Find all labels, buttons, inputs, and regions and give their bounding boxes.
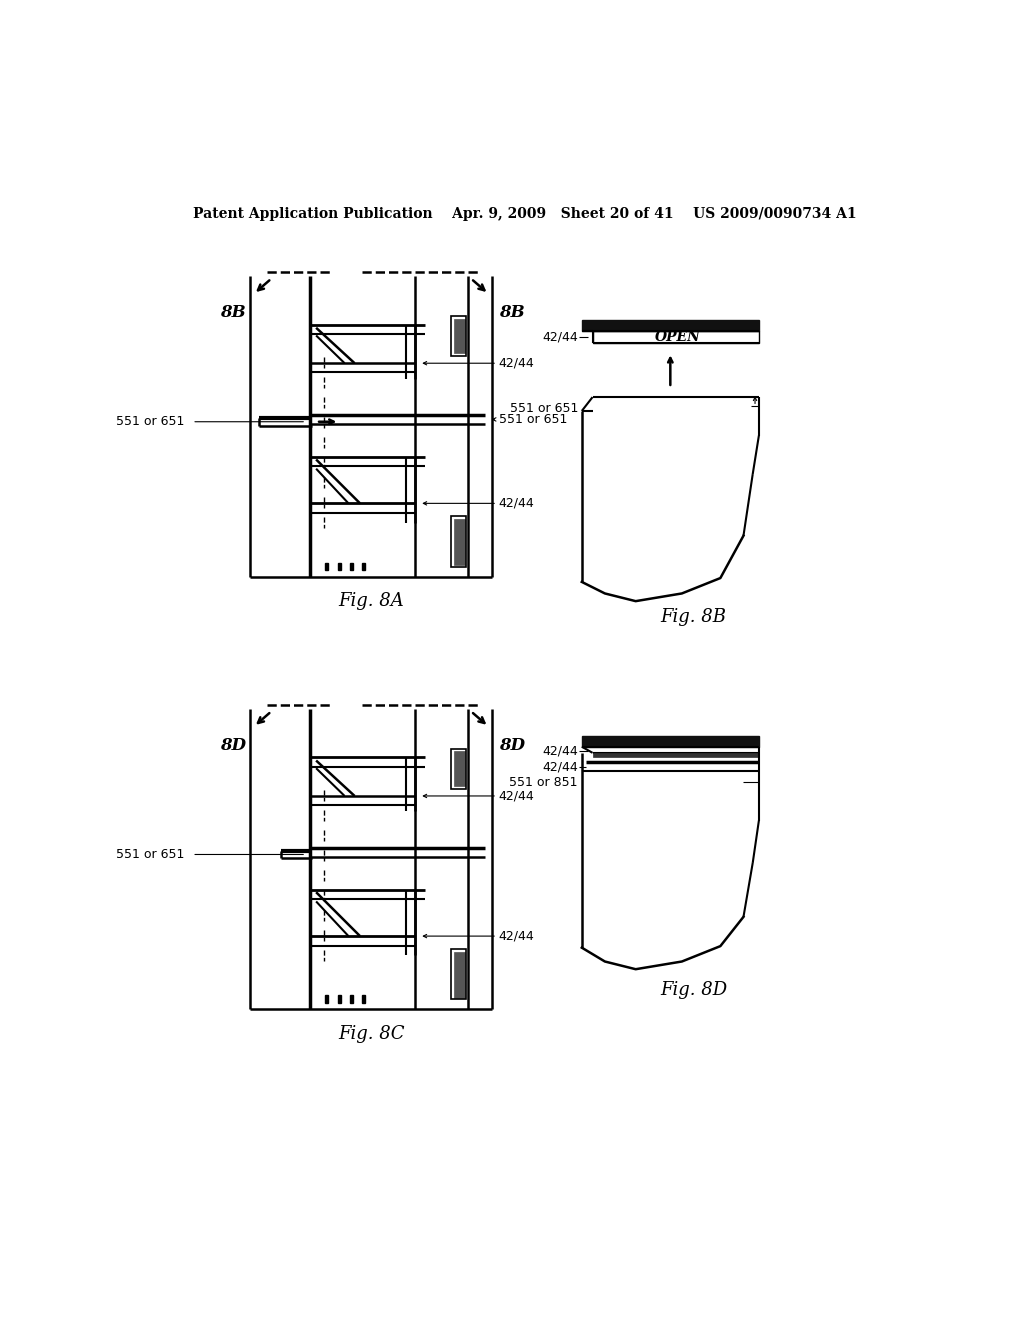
Bar: [454, 318, 465, 354]
Text: 42/44: 42/44: [499, 356, 535, 370]
Bar: [326, 995, 329, 1003]
Text: 8D: 8D: [220, 737, 246, 754]
Bar: [582, 321, 759, 331]
Text: Fig. 8D: Fig. 8D: [659, 981, 727, 999]
Bar: [593, 752, 759, 758]
Bar: [593, 331, 759, 343]
Text: 551 or 651: 551 or 651: [116, 847, 184, 861]
Text: Fig. 8C: Fig. 8C: [338, 1024, 404, 1043]
Bar: [451, 317, 466, 356]
Bar: [451, 949, 466, 999]
Text: Fig. 8B: Fig. 8B: [660, 607, 726, 626]
Text: 551 or 851: 551 or 851: [509, 776, 578, 788]
Text: 8B: 8B: [220, 304, 246, 321]
Text: 8B: 8B: [499, 304, 524, 321]
Text: 42/44: 42/44: [542, 744, 578, 758]
Bar: [338, 995, 341, 1003]
Bar: [451, 748, 466, 789]
Text: Patent Application Publication    Apr. 9, 2009   Sheet 20 of 41    US 2009/00907: Patent Application Publication Apr. 9, 2…: [193, 207, 857, 220]
Text: OPEN: OPEN: [655, 330, 700, 345]
Bar: [338, 562, 341, 570]
Text: 551 or 651: 551 or 651: [499, 413, 567, 426]
Text: 551 or 651: 551 or 651: [116, 416, 184, 428]
Text: 42/44: 42/44: [499, 789, 535, 803]
Text: 42/44: 42/44: [499, 496, 535, 510]
Text: 42/44: 42/44: [542, 760, 578, 774]
Bar: [454, 519, 465, 565]
Bar: [451, 516, 466, 566]
Bar: [350, 995, 353, 1003]
Text: 551 or 651: 551 or 651: [510, 403, 578, 416]
Text: Fig. 8A: Fig. 8A: [338, 593, 404, 610]
Bar: [362, 562, 366, 570]
Bar: [454, 751, 465, 785]
Bar: [350, 562, 353, 570]
Text: 42/44: 42/44: [542, 330, 578, 343]
Bar: [326, 562, 329, 570]
Text: 8D: 8D: [499, 737, 524, 754]
Bar: [362, 995, 366, 1003]
Bar: [582, 737, 759, 747]
Bar: [454, 952, 465, 998]
Text: 42/44: 42/44: [499, 929, 535, 942]
